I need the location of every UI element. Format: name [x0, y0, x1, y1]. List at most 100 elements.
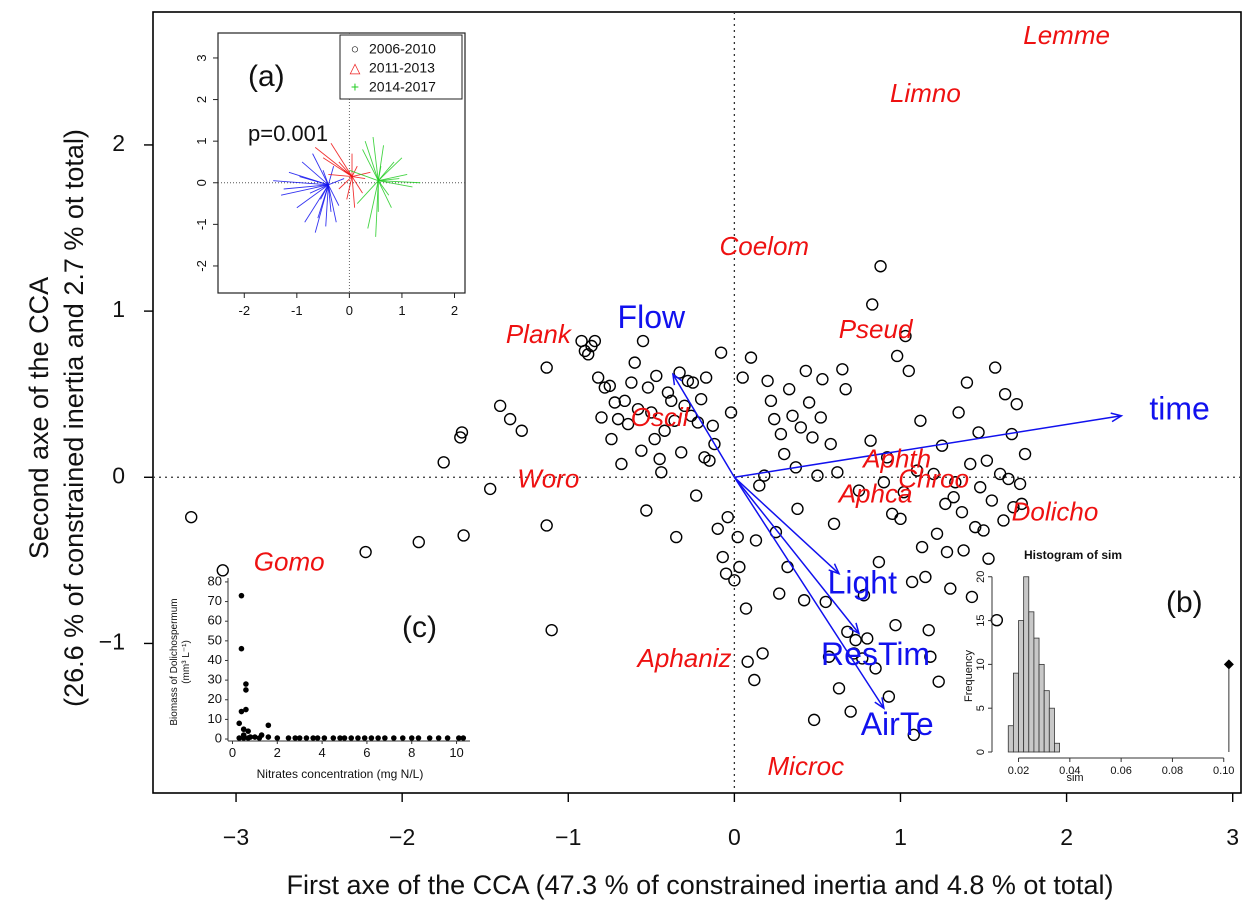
inset-b-y-tick-label: 15: [975, 614, 987, 626]
site-point: [814, 411, 827, 424]
inset-b-histogram-bar: [1054, 742, 1060, 753]
site-point: [990, 613, 1004, 627]
inset-a-spider-line: [367, 180, 379, 229]
site-point: [831, 466, 844, 479]
inset-b-histogram-bar: [1043, 690, 1050, 753]
inset-a-spider-line: [312, 153, 329, 186]
inset-b-histogram-bar: [1033, 637, 1040, 753]
site-point: [648, 432, 661, 446]
site-point: [708, 437, 721, 451]
x-tick-label: −3: [223, 824, 249, 850]
site-point: [939, 497, 952, 511]
site-point: [944, 582, 957, 595]
site-point: [794, 421, 808, 434]
x-axis-label: First axe of the CCA (47.3 % of constrai…: [287, 870, 1114, 900]
site-point: [437, 456, 450, 469]
inset-a-x-tick-label: -2: [238, 303, 250, 318]
inset-b-axes: 0.02 0.04 0.06 0.08 0.10 0 5 10 15 20: [975, 571, 1234, 777]
inset-a-spider-line: [327, 165, 335, 185]
vector-arrowhead-light: [828, 563, 841, 575]
inset-a-y-tick-label: -1: [194, 219, 209, 231]
inset-c-y-tick-label: 60: [208, 613, 222, 628]
x-tick-label: 1: [894, 824, 907, 850]
inset-c-x-tick-label: 10: [449, 745, 463, 760]
inset-c-point: [361, 735, 368, 741]
site-point: [736, 371, 749, 384]
inset-c-y-tick-label: 10: [208, 711, 222, 726]
inset-c-y-tick-label: 20: [208, 691, 222, 706]
site-point: [686, 376, 700, 389]
site-point: [864, 434, 877, 447]
inset-a-legend: ○ 2006-2010 △ 2011-2013 + 2014-2017: [339, 34, 463, 100]
inset-c-point: [265, 734, 272, 740]
inset-a-spider-line: [338, 161, 353, 177]
inset-c-point: [460, 735, 467, 741]
inset-c-y-tick-label: 40: [208, 652, 222, 667]
inset-c-point: [444, 735, 451, 741]
inset-b-histogram-bar: [1038, 663, 1045, 753]
inset-c-point: [240, 726, 247, 733]
site-point: [756, 647, 769, 660]
inset-a-spider-line: [377, 180, 390, 196]
inset-c-point: [296, 735, 303, 741]
species-label-aphaniz: Aphaniz: [636, 643, 732, 673]
inset-a-legend-marker: +: [351, 79, 359, 95]
site-point: [952, 406, 965, 419]
inset-b-histogram-bar: [1023, 576, 1030, 753]
site-point: [655, 466, 668, 479]
site-point: [802, 396, 816, 409]
inset-a-spider-line: [330, 142, 353, 177]
inset-c-point: [285, 735, 292, 741]
site-point: [832, 682, 846, 695]
inset-c-point: [368, 735, 375, 741]
inset-c-point: [310, 735, 316, 741]
inset-c-point: [245, 735, 251, 741]
inset-c-point: [292, 735, 299, 741]
inset-a-spider-line: [349, 169, 379, 182]
inset-a-panel-label: (a): [248, 60, 285, 93]
site-point: [645, 406, 658, 419]
site-point: [988, 361, 1002, 374]
inset-a-spider-line: [327, 184, 340, 206]
inset-c-point: [265, 722, 272, 729]
main-plot-frame: [152, 11, 1242, 794]
site-point: [658, 424, 671, 437]
vector-arrowhead-time: [1110, 412, 1124, 423]
inset-a-spider-line: [304, 184, 329, 223]
site-point: [844, 705, 857, 718]
site-point: [974, 481, 987, 494]
site-point: [603, 379, 616, 393]
inset-c-y-tick-label: 0: [215, 730, 222, 745]
inset-a-spider-line: [378, 180, 413, 188]
inset-a-legend-marker: ○: [351, 41, 359, 57]
inset-a-y-tick-label: 2: [194, 96, 209, 103]
site-point: [699, 371, 713, 384]
species-label-dolicho: Dolicho: [1012, 497, 1099, 527]
inset-a-spider-line: [346, 176, 353, 200]
inset-a-spider-line: [273, 180, 329, 186]
site-point: [915, 540, 929, 554]
site-point: [741, 655, 754, 668]
y-tick-label: 0: [112, 462, 125, 488]
site-point: [615, 457, 628, 471]
inset-c-point: [455, 735, 462, 741]
site-point: [977, 524, 990, 537]
site-point: [1007, 500, 1020, 514]
site-point: [588, 334, 602, 348]
site-point: [985, 494, 999, 507]
site-point: [748, 673, 761, 687]
site-point: [582, 348, 595, 361]
species-label-aphth: Aphth: [861, 444, 931, 474]
site-point: [503, 412, 517, 426]
site-point: [781, 560, 794, 574]
inset-a-legend-box: [339, 34, 463, 100]
inset-a-spider-line: [299, 176, 329, 186]
site-point: [665, 394, 678, 408]
inset-a-spider-line: [325, 184, 329, 227]
site-point: [902, 364, 915, 378]
site-point: [733, 560, 746, 574]
inset-a-spider-line: [309, 184, 329, 194]
inset-c-point: [238, 708, 245, 715]
vector-label-airte: AirTe: [861, 706, 934, 742]
site-point: [653, 452, 666, 466]
